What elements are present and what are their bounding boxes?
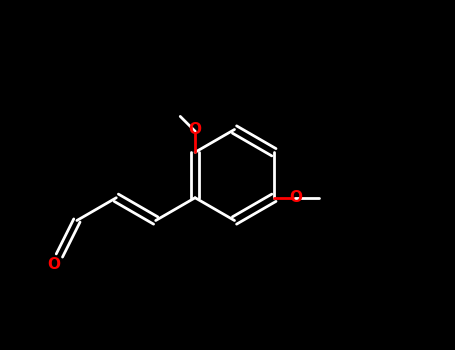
Text: O: O	[289, 190, 303, 205]
Text: O: O	[188, 122, 202, 137]
Text: O: O	[48, 257, 61, 272]
